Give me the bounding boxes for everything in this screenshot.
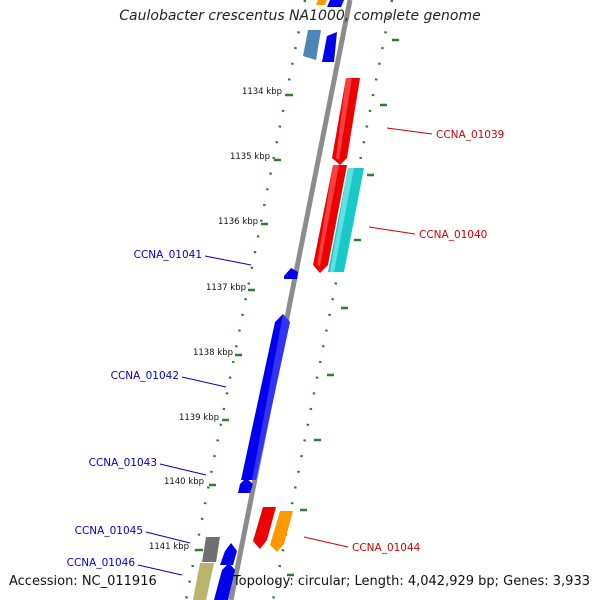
gene-feature[interactable]	[220, 543, 237, 565]
gene-label-ccna-01046[interactable]: CCNA_01046	[67, 557, 136, 569]
genome-summary-text: Topology: circular; Length: 4,042,929 bp…	[232, 574, 590, 589]
kbp-label-1137: 1137 kbp	[206, 283, 246, 293]
gene-feature[interactable]	[316, 0, 327, 5]
gene-label-ccna-01044[interactable]: CCNA_01044	[352, 542, 421, 554]
kbp-label-1136: 1136 kbp	[218, 217, 258, 227]
gene-feature[interactable]	[303, 30, 321, 60]
leader-line	[303, 536, 349, 548]
leader-line	[204, 255, 252, 266]
kbp-label-1135: 1135 kbp	[230, 152, 270, 162]
gene-label-ccna-01040[interactable]: CCNA_01040	[419, 229, 487, 241]
gene-ccna-01039[interactable]	[332, 78, 360, 165]
leader-line	[159, 463, 207, 476]
leader-line	[368, 226, 416, 235]
gene-feature[interactable]	[322, 32, 337, 62]
gene-label-ccna-01042[interactable]: CCNA_01042	[111, 370, 179, 382]
leader-line	[181, 376, 227, 388]
gene-ccna-01045[interactable]	[202, 537, 220, 562]
gene-label-ccna-01045[interactable]: CCNA_01045	[75, 525, 143, 537]
outer-tick-track	[271, 0, 394, 600]
leader-line	[386, 127, 433, 135]
kbp-label-1141: 1141 kbp	[149, 542, 189, 552]
gene-label-ccna-01043[interactable]: CCNA_01043	[89, 457, 157, 469]
gene-ccna-01044[interactable]	[253, 507, 276, 549]
kbp-label-1134: 1134 kbp	[242, 87, 282, 97]
kbp-label-1139: 1139 kbp	[179, 413, 219, 423]
kbp-label-1138: 1138 kbp	[193, 348, 233, 358]
gene-ccna-01041[interactable]	[284, 268, 298, 279]
gene-feature[interactable]	[214, 563, 235, 600]
accession-text: Accession: NC_011916	[9, 574, 157, 589]
gene-ccna-01040[interactable]	[313, 165, 347, 273]
gene-label-ccna-01039[interactable]: CCNA_01039	[436, 129, 504, 141]
gene-feature[interactable]	[270, 511, 293, 552]
leader-line	[137, 564, 183, 576]
gene-feature[interactable]	[328, 168, 364, 272]
genome-backbone	[228, 0, 353, 600]
gene-ccna-01046[interactable]	[193, 563, 214, 600]
kbp-tick-marks	[196, 38, 399, 577]
gene-feature[interactable]	[327, 0, 344, 7]
gene-ccna-01043[interactable]	[238, 478, 253, 493]
map-title: Caulobacter crescentus NA1000, complete …	[119, 8, 481, 24]
gene-label-ccna-01041[interactable]: CCNA_01041	[134, 249, 202, 261]
gene-ccna-01042[interactable]	[241, 314, 290, 480]
kbp-label-1140: 1140 kbp	[164, 477, 204, 487]
inner-tick-track	[184, 0, 307, 600]
leader-line	[145, 531, 191, 544]
leader-lines	[137, 127, 433, 576]
